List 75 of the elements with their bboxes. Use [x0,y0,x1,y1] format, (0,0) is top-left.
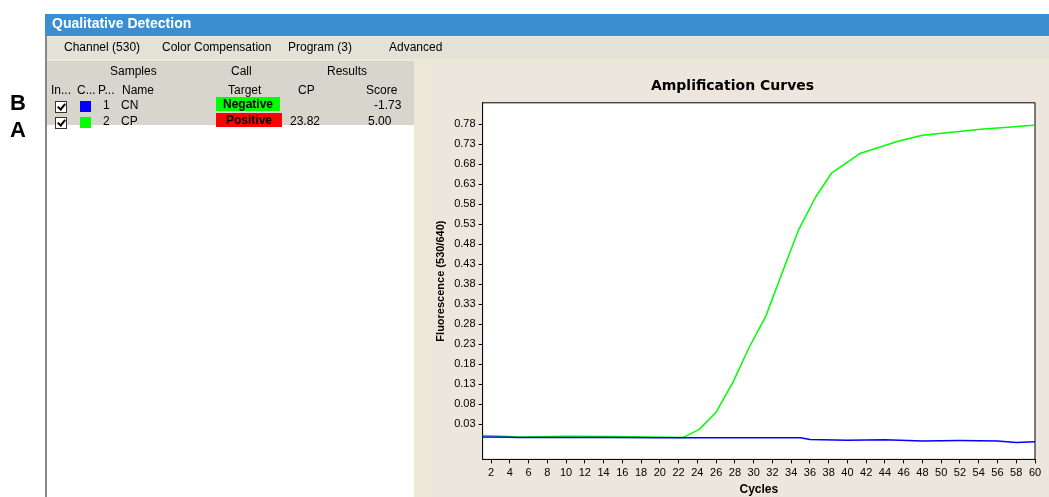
x-tick-label: 40 [841,466,854,479]
x-tick-label: 32 [766,466,779,479]
text: 2 [103,114,110,128]
x-tick-label: 42 [860,466,873,479]
x-tick-label: 46 [897,466,910,479]
text: Positive [216,113,283,127]
x-tick-label: 12 [578,466,591,479]
y-tick-label: 0.23 [454,337,476,350]
x-tick-label: 52 [953,466,967,479]
x-tick-label: 2 [487,466,495,479]
x-tick-label: 48 [916,466,929,479]
text: C... [77,83,96,97]
text: Samples [110,64,157,78]
y-tick-label: 0.78 [454,117,476,130]
y-tick-label: 0.08 [454,397,476,410]
x-tick-label: 28 [728,466,742,479]
text: Channel (530) [64,40,141,54]
text: 5.00 [368,114,392,128]
y-tick-label: 0.18 [454,357,476,370]
y-tick-label: 0.28 [454,317,476,330]
text: -1.73 [374,98,402,112]
x-tick-label: 8 [544,466,551,479]
y-tick-label: 0.73 [454,137,476,150]
x-tick-label: 6 [525,466,532,479]
text: Qualitative Detection [52,15,192,31]
text: Advanced [389,40,443,54]
text: 1 [103,98,110,112]
x-tick-label: 30 [747,466,760,479]
y-tick-label: 0.38 [454,277,476,290]
y-tick-label: 0.68 [454,157,476,170]
text: Results [327,64,368,78]
x-tick-label: 38 [822,466,835,479]
text: Call [231,64,252,78]
text: Negative [216,97,281,111]
text: P... [98,83,115,97]
x-tick-label: 4 [506,466,513,479]
y-tick-label: 0.03 [454,417,476,430]
text: In... [51,83,72,97]
text: Program (3) [288,40,353,54]
text: CN [121,98,139,112]
text: 23.82 [290,114,321,128]
text: B [10,90,26,116]
x-tick-label: 50 [935,466,948,479]
x-axis-title: Cycles [739,482,779,497]
text: Score [366,83,398,97]
x-tick-label: 60 [1028,466,1042,479]
y-tick-label: 0.33 [454,297,476,310]
x-tick-label: 22 [672,466,685,479]
y-tick-label: 0.58 [454,197,476,210]
x-tick-label: 36 [803,466,817,479]
x-tick-label: 54 [972,466,985,479]
chart-title: Amplification Curves [650,77,815,94]
text: Target [228,83,262,97]
text: CP [121,114,138,128]
x-tick-label: 44 [878,466,892,479]
y-tick-label: 0.48 [454,237,476,250]
y-tick-label: 0.53 [454,217,476,230]
x-tick-label: 14 [597,466,610,479]
x-tick-label: 20 [653,466,666,479]
x-tick-label: 58 [1010,466,1023,479]
text: Color Compensation [162,40,272,54]
x-tick-label: 34 [785,466,798,479]
x-tick-label: 18 [634,466,648,479]
text: Name [122,83,155,97]
y-tick-label: 0.63 [454,177,476,190]
x-tick-label: 24 [691,466,704,479]
y-tick-label: 0.13 [454,377,476,390]
x-tick-label: 56 [991,466,1004,479]
text: A [10,117,26,143]
x-tick-label: 10 [559,466,573,479]
y-axis-title: Fluorescence (530/640) [433,220,446,342]
x-tick-label: 26 [710,466,723,479]
y-tick-label: 0.43 [454,257,476,270]
x-tick-label: 16 [616,466,629,479]
text: CP [298,83,315,97]
